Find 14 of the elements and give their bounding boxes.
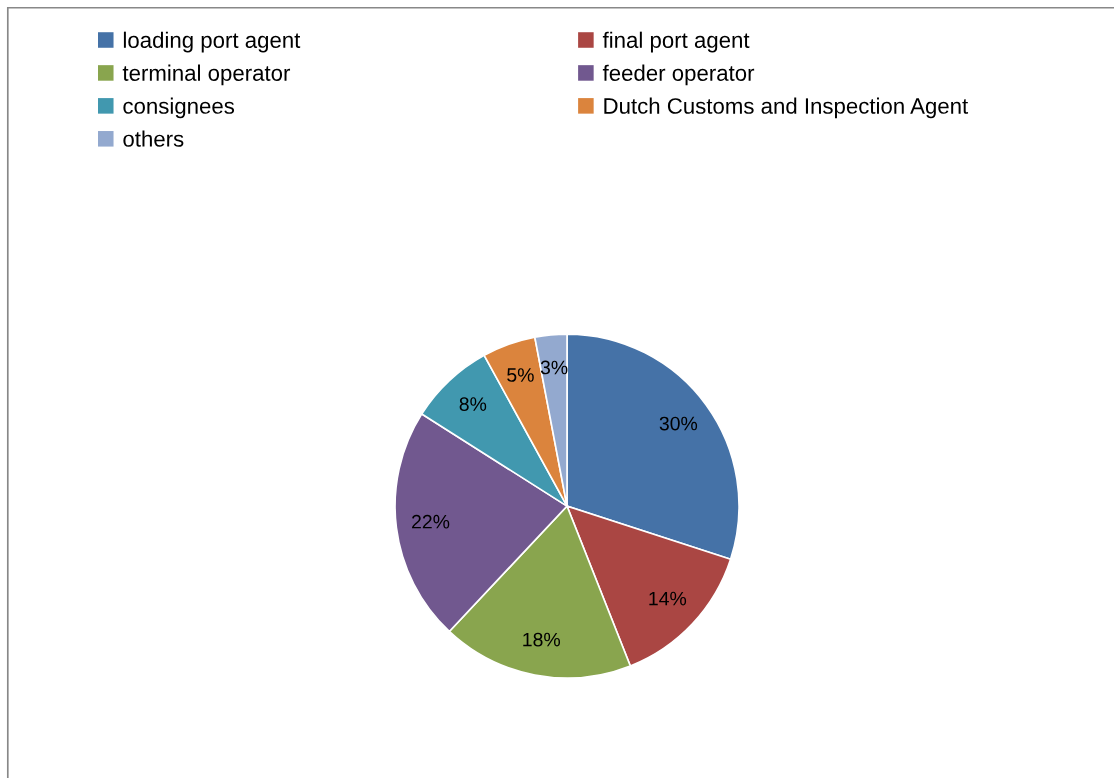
- data-label: 14%: [649, 591, 687, 606]
- legend-label: others: [123, 130, 184, 147]
- data-label: 22%: [412, 514, 450, 529]
- legend-label: terminal operator: [122, 64, 291, 86]
- data-label: 30%: [659, 416, 698, 431]
- legend-label: consignees: [123, 97, 235, 119]
- data-label: 8%: [459, 397, 487, 411]
- data-label: 5%: [507, 368, 534, 382]
- data-label: 3%: [540, 360, 568, 375]
- data-label: 18%: [523, 632, 561, 647]
- legend-label: final port agent: [602, 31, 750, 53]
- legend-label: loading port agent: [123, 31, 301, 53]
- legend-label: Dutch Customs and Inspection Agent: [604, 97, 969, 119]
- legend-label: feeder operator: [602, 64, 755, 86]
